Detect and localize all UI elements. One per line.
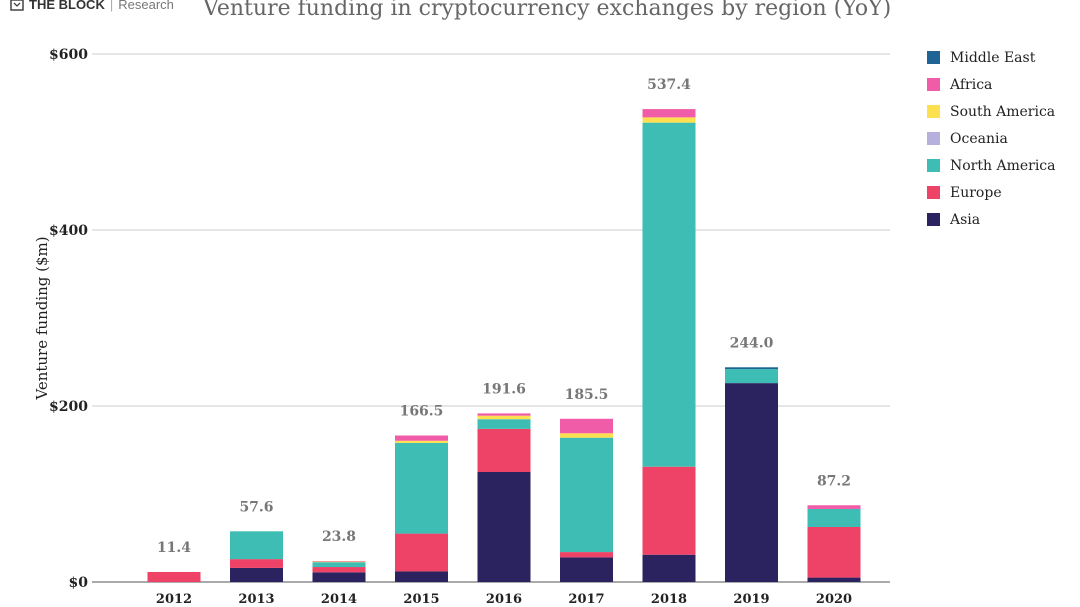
legend-item: South America — [927, 98, 1056, 125]
legend-label: Asia — [950, 211, 981, 228]
brand-separator: | — [109, 0, 114, 12]
bar-segment-asia — [230, 567, 283, 582]
total-label: 23.8 — [322, 529, 356, 545]
bar-segment-europe — [477, 428, 531, 472]
legend-swatch — [927, 78, 940, 91]
legend: Middle East Africa South America Oceania Nor… — [927, 44, 1056, 233]
x-tick-label: 2014 — [321, 592, 357, 607]
x-tick-label: 2013 — [238, 592, 274, 607]
bar-segment-europe — [807, 527, 861, 578]
y-tick-label: $200 — [49, 399, 88, 415]
bar-segment-asia — [477, 472, 531, 582]
legend-label: Europe — [950, 184, 1002, 201]
total-label: 537.4 — [647, 77, 691, 93]
bar-segment-middle-east — [725, 367, 778, 370]
bar-segment-asia — [560, 557, 613, 582]
total-label: 57.6 — [239, 499, 273, 515]
legend-label: North America — [950, 157, 1056, 174]
block-logo-icon — [10, 0, 24, 11]
bar-segment-europe — [395, 533, 448, 572]
legend-swatch — [927, 105, 940, 118]
x-tick-label: 2015 — [403, 592, 439, 607]
legend-swatch — [927, 186, 940, 199]
legend-label: Africa — [950, 76, 993, 93]
legend-swatch — [927, 213, 940, 226]
x-tick-label: 2016 — [486, 592, 522, 607]
legend-swatch — [927, 51, 940, 64]
legend-label: Oceania — [950, 130, 1008, 147]
total-label: 87.2 — [817, 473, 851, 489]
bar-segment-europe — [312, 567, 366, 573]
y-tick-label: $600 — [49, 47, 88, 63]
x-tick-label: 2018 — [651, 592, 687, 607]
bar-segment-north-america — [560, 437, 613, 553]
bar-segment-africa — [477, 413, 531, 416]
x-tick-label: 2012 — [156, 592, 192, 607]
legend-swatch — [927, 132, 940, 145]
bar-segment-north-america — [312, 562, 366, 568]
bar-segment-north-america — [642, 122, 696, 467]
brand-name: THE BLOCK — [29, 0, 105, 12]
bar-segment-africa — [395, 435, 448, 441]
bar-segment-asia — [395, 571, 448, 582]
bar-segment-north-america — [807, 508, 861, 527]
bar-segment-north-america — [477, 419, 531, 429]
x-tick-label: 2019 — [733, 592, 769, 607]
legend-item: Asia — [927, 206, 1056, 233]
x-tick-label: 2020 — [816, 592, 852, 607]
bar-segment-south-america — [477, 415, 531, 420]
bar-segment-europe — [147, 571, 201, 582]
legend-label: Middle East — [950, 49, 1036, 66]
total-label: 11.4 — [157, 540, 191, 556]
bar-segment-south-america — [312, 561, 366, 563]
bar-segment-north-america — [230, 531, 283, 560]
bar-segment-north-america — [725, 369, 778, 384]
total-label: 166.5 — [400, 403, 444, 419]
bar-segment-africa — [560, 418, 613, 434]
bar-segment-africa — [312, 561, 366, 562]
legend-item: Africa — [927, 71, 1056, 98]
bar-segment-europe — [560, 552, 613, 558]
y-tick-label: $0 — [69, 575, 89, 591]
bar-segment-asia — [642, 554, 696, 582]
bar-segment-south-america — [560, 433, 613, 438]
bar-segment-europe — [230, 559, 283, 568]
brand-sub: Research — [118, 0, 174, 12]
chart-title: Venture funding in cryptocurrency exchan… — [203, 0, 892, 21]
y-axis-label: Venture funding ($m) — [33, 236, 51, 400]
legend-item: Middle East — [927, 44, 1056, 71]
bar-segment-asia — [807, 577, 861, 582]
bar-segment-africa — [642, 109, 696, 118]
total-label: 244.0 — [730, 335, 774, 351]
legend-item: Oceania — [927, 125, 1056, 152]
bar-segment-africa — [807, 505, 861, 509]
legend-swatch — [927, 159, 940, 172]
total-label: 185.5 — [565, 387, 609, 403]
brand-logo: THE BLOCK | Research — [10, 0, 174, 12]
x-tick-label: 2017 — [568, 592, 604, 607]
total-label: 191.6 — [482, 381, 526, 397]
bar-segment-north-america — [395, 442, 448, 534]
bar-segment-asia — [725, 383, 778, 582]
bar-segment-south-america — [395, 440, 448, 443]
bar-segment-asia — [312, 572, 366, 582]
bar-segment-europe — [642, 466, 696, 555]
legend-label: South America — [950, 103, 1056, 120]
legend-item: Europe — [927, 179, 1056, 206]
bar-segment-south-america — [642, 117, 696, 123]
legend-item: North America — [927, 152, 1056, 179]
y-tick-label: $400 — [49, 223, 88, 239]
